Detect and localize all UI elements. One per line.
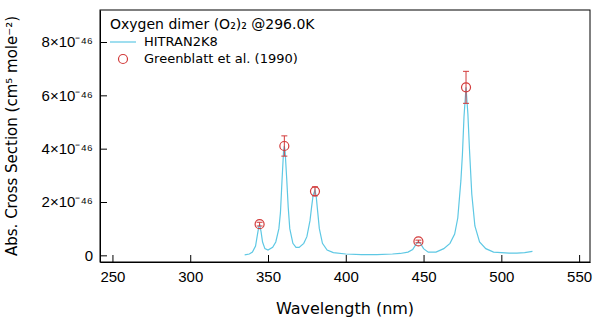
data-point <box>280 142 289 151</box>
error-bar-cap <box>463 103 469 104</box>
x-tick-label: 350 <box>256 268 281 285</box>
error-bar <box>281 136 287 156</box>
x-tick: 350 <box>256 255 281 285</box>
x-axis-title: Wavelength (nm) <box>276 299 414 318</box>
x-tick-mark <box>346 255 347 262</box>
legend-label: Greenblatt et al. (1990) <box>144 51 298 66</box>
error-bar <box>312 187 318 196</box>
data-point <box>462 83 471 92</box>
data-point <box>310 187 319 196</box>
x-tick-mark <box>190 255 191 262</box>
x-tick-mark <box>112 255 113 262</box>
chart: 250 300 350 400 450 500 550 0 2×10⁻⁴⁶ 4×10⁻⁴⁶ 6×10… <box>0 0 607 324</box>
y-tick: 2×10⁻⁴⁶ <box>42 193 107 210</box>
error-bar-cap <box>415 242 421 243</box>
y-tick: 8×10⁻⁴⁶ <box>42 33 107 50</box>
error-bar-stem <box>259 222 260 226</box>
y-tick-label: 0 <box>85 247 93 264</box>
legend-swatch <box>110 41 136 42</box>
error-bar <box>463 71 469 103</box>
y-tick-mark <box>100 255 107 256</box>
x-tick-label: 500 <box>489 268 514 285</box>
legend: HITRAN2K8 Greenblatt et al. (1990) <box>110 34 298 66</box>
error-bar-cap <box>257 222 263 223</box>
x-tick-mark <box>501 255 502 262</box>
x-tick-mark <box>579 255 580 262</box>
x-tick-label: 250 <box>100 268 125 285</box>
x-tick: 400 <box>334 255 359 285</box>
legend-swatch <box>119 55 128 64</box>
plot-frame <box>100 10 590 262</box>
x-tick-mark <box>268 255 269 262</box>
y-axis: 0 2×10⁻⁴⁶ 4×10⁻⁴⁶ 6×10⁻⁴⁶ 8×10⁻⁴⁶ <box>42 11 107 264</box>
y-tick-mark <box>100 42 107 43</box>
spectrum-line <box>245 87 533 254</box>
plot-marks <box>245 71 533 254</box>
y-tick-label: 6×10⁻⁴⁶ <box>42 87 93 104</box>
y-tick: 4×10⁻⁴⁶ <box>42 140 107 157</box>
y-tick-mark <box>100 149 107 150</box>
x-tick: 300 <box>178 255 203 285</box>
y-tick-mark <box>100 202 107 203</box>
x-axis-line <box>101 262 591 263</box>
legend-label: HITRAN2K8 <box>144 34 218 49</box>
y-tick-label: 8×10⁻⁴⁶ <box>42 33 93 50</box>
x-tick: 500 <box>489 255 514 285</box>
x-tick: 450 <box>412 255 437 285</box>
annotation: Oxygen dimer (O₂)₂ @296.0K <box>110 16 315 32</box>
y-tick-mark <box>100 95 107 96</box>
x-tick: 250 <box>100 255 125 285</box>
y-tick-label: 2×10⁻⁴⁶ <box>42 193 93 210</box>
error-bar-cap <box>415 240 421 241</box>
y-axis-title: Abs. Cross Section (cm⁵ mole⁻²) <box>3 16 21 256</box>
error-bar <box>257 222 263 226</box>
error-bar-stem <box>314 187 315 196</box>
x-tick-label: 300 <box>178 268 203 285</box>
y-tick: 0 <box>85 247 107 264</box>
x-tick-label: 450 <box>412 268 437 285</box>
y-tick: 6×10⁻⁴⁶ <box>42 87 107 104</box>
y-tick-label: 4×10⁻⁴⁶ <box>42 140 93 157</box>
error-bar-cap <box>463 71 469 72</box>
data-point <box>255 220 264 229</box>
y-axis-line <box>100 11 101 263</box>
error-bar-stem <box>284 136 285 156</box>
x-tick-label: 400 <box>334 268 359 285</box>
x-axis: 250 300 350 400 450 500 550 <box>100 255 592 285</box>
error-bar-cap <box>281 135 287 136</box>
x-tick-label: 550 <box>567 268 592 285</box>
error-bar-cap <box>257 226 263 227</box>
error-bar-stem <box>466 71 467 103</box>
data-point <box>414 237 423 246</box>
x-tick: 550 <box>567 255 592 285</box>
error-bar <box>415 240 421 243</box>
x-tick-mark <box>424 255 425 262</box>
error-bar-cap <box>281 156 287 157</box>
